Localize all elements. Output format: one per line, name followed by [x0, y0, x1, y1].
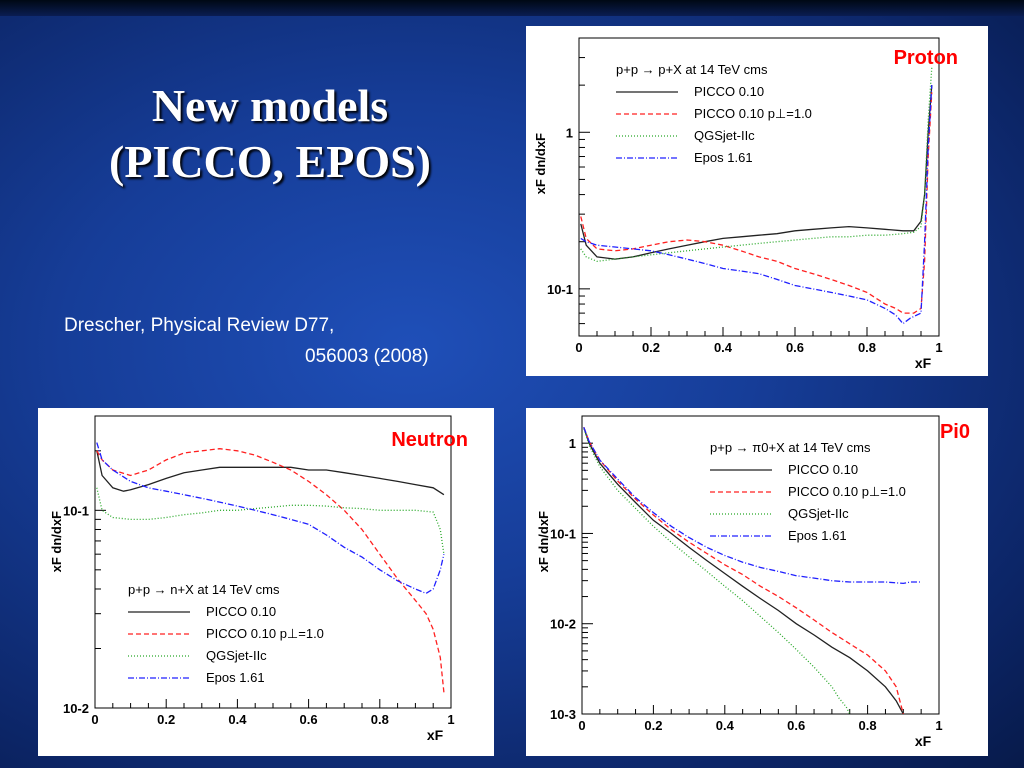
x-tick-label: 0.6 [300, 712, 318, 727]
series-line-2 [96, 487, 445, 555]
y-axis-label: xF dn/dxF [49, 511, 64, 572]
neutron-chart-panel: 0 0.2 0.4 0.6 0.8 1 10-1 10-2 xF xF dn/dxF p+p → n… [38, 408, 494, 756]
x-tick-label: 0.4 [714, 340, 733, 355]
x-tick-label: 0.8 [371, 712, 389, 727]
corner-label: Neutron [391, 429, 468, 451]
reference-line-1: Drescher, Physical Review D77, [64, 315, 335, 336]
x-tick-label: 0.6 [787, 718, 805, 733]
y-axis-label: xF dn/dxF [536, 511, 551, 572]
legend-label-3: Epos 1.61 [694, 150, 753, 165]
y-tick-label: 10-2 [63, 701, 89, 716]
pi0-chart: 0 0.2 0.4 0.6 0.8 1 1 10-1 10-2 10-3 xF xF dn/dxF p+… [536, 415, 970, 749]
y-tick-label: 10-3 [550, 707, 576, 722]
proton-chart-panel: 0 0.2 0.4 0.6 0.8 1 1 10-1 xF xF dn/dxF p+p → p+X … [526, 26, 988, 376]
legend-label-1: PICCO 0.10 p⊥=1.0 [788, 484, 906, 499]
x-tick-label: 1 [935, 718, 942, 733]
x-tick-label: 0.6 [786, 340, 804, 355]
series-line-2 [580, 67, 933, 262]
series-line-3 [580, 85, 933, 325]
legend-label-2: QGSjet-IIc [694, 128, 755, 143]
neutron-chart: 0 0.2 0.4 0.6 0.8 1 10-1 10-2 xF xF dn/dxF p+p → n… [49, 415, 468, 743]
legend-title: p+p → n+X at 14 TeV cms [128, 582, 280, 597]
proton-chart: 0 0.2 0.4 0.6 0.8 1 1 10-1 xF xF dn/dxF p+p → p+X … [533, 37, 958, 371]
x-tick-label: 0.2 [642, 340, 660, 355]
corner-label: Proton [894, 47, 958, 69]
x-tick-label: 0.4 [228, 712, 247, 727]
series-line-0 [96, 450, 445, 496]
x-tick-label: 0 [578, 718, 585, 733]
x-tick-label: 0.4 [716, 718, 735, 733]
y-tick-label: 10-2 [550, 617, 576, 632]
series-line-3 [96, 442, 445, 595]
y-tick-label: 10-1 [547, 282, 573, 297]
legend-label-3: Epos 1.61 [206, 670, 265, 685]
y-axis-label: xF dn/dxF [533, 133, 548, 194]
series-line-1 [583, 427, 904, 714]
legend-label-1: PICCO 0.10 p⊥=1.0 [206, 626, 324, 641]
x-tick-label: 0.2 [644, 718, 662, 733]
x-tick-label: 0.8 [859, 718, 877, 733]
legend-label-2: QGSjet-IIc [206, 648, 267, 663]
legend-title: p+p → π0+X at 14 TeV cms [710, 440, 871, 455]
top-bar [0, 0, 1024, 16]
plot-frame [94, 415, 452, 709]
x-tick-label: 1 [935, 340, 942, 355]
plot-frame [581, 415, 940, 715]
x-axis-label: xF [915, 733, 932, 749]
corner-label: Pi0 [940, 421, 970, 443]
y-tick-label: 1 [569, 436, 576, 451]
series-line-3 [583, 427, 922, 585]
plot-frame [578, 37, 940, 337]
legend-label-3: Epos 1.61 [788, 528, 847, 543]
y-tick-label: 1 [566, 125, 573, 140]
slide-title-line-1: New models [151, 80, 389, 131]
slide-title-line-2: (PICCO, EPOS) [109, 136, 431, 187]
series-line-1 [580, 92, 933, 314]
pi0-chart-panel: 0 0.2 0.4 0.6 0.8 1 1 10-1 10-2 10-3 xF xF dn/dxF p+… [526, 408, 988, 756]
legend-label-2: QGSjet-IIc [788, 506, 849, 521]
x-tick-label: 0 [575, 340, 582, 355]
legend-label-0: PICCO 0.10 [788, 462, 858, 477]
legend-title: p+p → p+X at 14 TeV cms [616, 62, 768, 77]
legend-label-1: PICCO 0.10 p⊥=1.0 [694, 106, 812, 121]
slide-title: New models (PICCO, EPOS) [40, 78, 500, 190]
x-tick-label: 1 [447, 712, 454, 727]
x-axis-label: xF [427, 727, 444, 743]
legend-label-0: PICCO 0.10 [694, 84, 764, 99]
y-tick-label: 10-1 [63, 503, 89, 518]
reference-line-2: 056003 (2008) [305, 346, 429, 367]
legend-label-0: PICCO 0.10 [206, 604, 276, 619]
y-tick-label: 10-1 [550, 526, 576, 541]
x-axis-label: xF [915, 355, 932, 371]
series-line-0 [583, 427, 904, 714]
series-line-1 [96, 448, 445, 693]
x-tick-label: 0.2 [157, 712, 175, 727]
x-tick-label: 0 [91, 712, 98, 727]
x-tick-label: 0.8 [858, 340, 876, 355]
